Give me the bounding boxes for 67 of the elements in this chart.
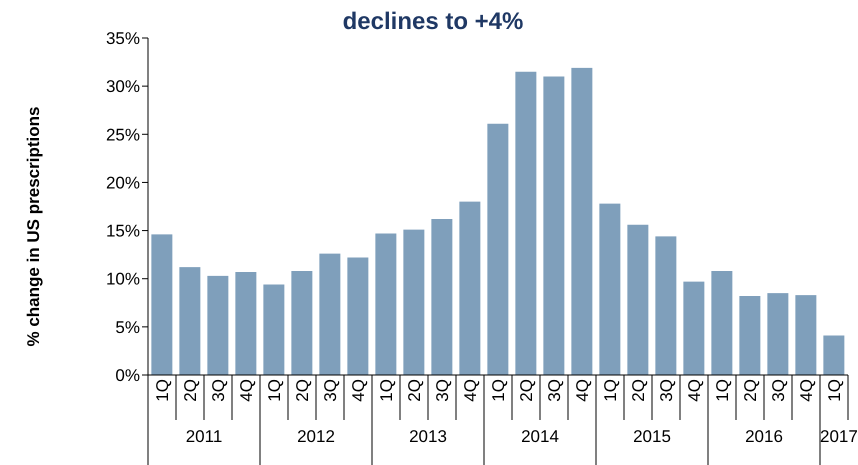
x-tick-label: 2Q bbox=[293, 379, 312, 402]
x-tick-label: 4Q bbox=[237, 379, 256, 402]
bar bbox=[235, 272, 256, 375]
y-tick-label: 0% bbox=[115, 366, 140, 386]
y-tick-label: 35% bbox=[106, 29, 140, 48]
bar bbox=[711, 271, 732, 375]
x-tick-label: 2Q bbox=[629, 379, 648, 402]
chart-title: declines to +4% bbox=[342, 8, 524, 35]
x-tick-label: 4Q bbox=[797, 379, 816, 402]
text: 2015 bbox=[632, 427, 672, 447]
bar bbox=[823, 336, 844, 375]
bar bbox=[571, 68, 592, 375]
x-tick-label: 1Q bbox=[825, 379, 844, 402]
bar bbox=[543, 76, 564, 375]
text: 2014 bbox=[520, 427, 560, 447]
bar bbox=[375, 233, 396, 375]
x-tick-label: 3Q bbox=[209, 379, 228, 402]
x-tick-label: 1Q bbox=[153, 379, 172, 402]
y-tick-label: 5% bbox=[115, 318, 140, 337]
bar bbox=[767, 293, 788, 375]
x-tick-label: 3Q bbox=[657, 379, 676, 402]
x-tick-label: 4Q bbox=[349, 379, 368, 402]
x-tick-label: 4Q bbox=[685, 379, 704, 402]
y-tick-label: 15% bbox=[106, 222, 140, 241]
bar bbox=[291, 271, 312, 375]
bar bbox=[683, 282, 704, 375]
bar bbox=[179, 267, 200, 375]
y-axis-title: % change in US prescriptions bbox=[24, 106, 44, 346]
text: 2013 bbox=[408, 427, 448, 447]
bar bbox=[627, 224, 648, 375]
y-tick-label: 10% bbox=[106, 270, 140, 289]
x-tick-label: 1Q bbox=[377, 379, 396, 402]
x-tick-label: 1Q bbox=[713, 379, 732, 402]
x-tick-label: 3Q bbox=[433, 379, 452, 402]
bar bbox=[207, 276, 228, 375]
y-tick-label: 30% bbox=[106, 77, 140, 96]
bar bbox=[347, 258, 368, 375]
bar bbox=[431, 219, 452, 375]
bar bbox=[795, 295, 816, 375]
x-tick-label: 2Q bbox=[405, 379, 424, 402]
text: 2011 bbox=[184, 427, 224, 447]
bar bbox=[655, 236, 676, 375]
bar bbox=[459, 202, 480, 375]
text: 2012 bbox=[296, 427, 336, 447]
y-tick-label: 20% bbox=[106, 173, 140, 192]
x-tick-label: 2Q bbox=[517, 379, 536, 402]
text: 2016 bbox=[744, 427, 784, 447]
x-tick-label: 2Q bbox=[181, 379, 200, 402]
bar bbox=[263, 284, 284, 375]
bar bbox=[599, 204, 620, 375]
bar bbox=[739, 296, 760, 375]
y-tick-label: 25% bbox=[106, 125, 140, 144]
bar bbox=[515, 72, 536, 375]
bar bbox=[319, 254, 340, 375]
bar bbox=[487, 124, 508, 375]
text: 2017 bbox=[820, 427, 858, 447]
x-tick-label: 3Q bbox=[321, 379, 340, 402]
bar bbox=[151, 234, 172, 375]
x-tick-label: 1Q bbox=[601, 379, 620, 402]
x-tick-label: 3Q bbox=[769, 379, 788, 402]
x-tick-label: 3Q bbox=[545, 379, 564, 402]
x-tick-label: 4Q bbox=[461, 379, 480, 402]
x-tick-label: 1Q bbox=[489, 379, 508, 402]
x-tick-label: 2Q bbox=[741, 379, 760, 402]
x-tick-label: 4Q bbox=[573, 379, 592, 402]
x-tick-label: 1Q bbox=[265, 379, 284, 402]
bar bbox=[403, 230, 424, 375]
